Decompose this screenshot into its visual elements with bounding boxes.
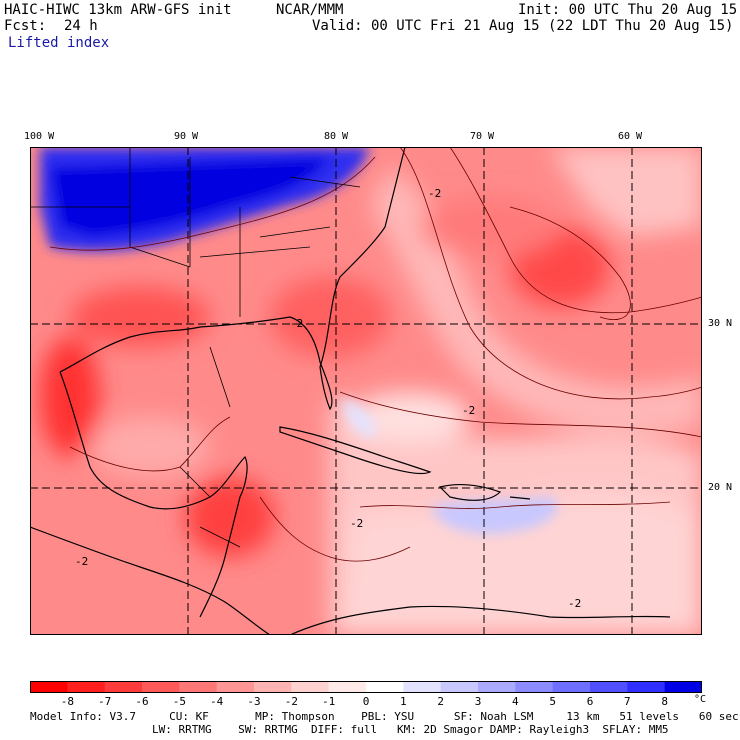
lon-label-100w: 100 W: [24, 131, 55, 142]
contour-label: -2: [75, 555, 88, 568]
colorbar-swatch: [440, 681, 479, 693]
colorbar-value: -6: [135, 695, 149, 708]
lon-label-70w: 70 W: [470, 131, 495, 142]
model-title: HAIC-HIWC 13km ARW-GFS init: [4, 2, 232, 18]
contour-lines: [49, 147, 702, 562]
colorbar-swatch: [328, 681, 367, 693]
colorbar-value: 8: [661, 695, 668, 708]
colorbar-swatch: [403, 681, 442, 693]
lat-label-20n: 20 N: [708, 482, 733, 493]
colorbar-swatch: [366, 681, 404, 693]
lifted-index-map: -2 -2 -2 -2 -2 -2: [30, 147, 702, 635]
colorbar-value: 4: [512, 695, 519, 708]
colorbar-value: 0: [362, 695, 370, 708]
lon-label-60w: 60 W: [618, 131, 643, 142]
colorbar-swatch: [216, 681, 255, 693]
colorbar-value: -7: [98, 695, 112, 708]
init-time: Init: 00 UTC Thu 20 Aug 15: [518, 2, 738, 18]
colorbar-value: 1: [400, 695, 407, 708]
colorbar-unit: °C: [694, 694, 707, 705]
contour-label: -2: [290, 317, 303, 330]
model-info-line1: Model Info: V3.7 CU: KF MP: Thompson PBL…: [30, 710, 739, 723]
field-name: Lifted index: [8, 35, 110, 51]
colorbar-swatch: [552, 681, 591, 693]
lat-label-30n: 30 N: [708, 318, 733, 329]
colorbar-value: 3: [474, 695, 482, 708]
colorbar-value: 2: [437, 695, 444, 708]
lon-label-90w: 90 W: [174, 131, 199, 142]
colorbar-swatch: [590, 681, 628, 693]
colorbar-swatch: [291, 681, 330, 693]
colorbar-swatch: [478, 681, 516, 693]
forecast-label: Fcst:: [4, 18, 47, 34]
colorbar-swatch: [142, 681, 180, 693]
contour-label: -2: [428, 187, 441, 200]
colorbar-value: 7: [624, 695, 631, 708]
model-info-line2: LW: RRTMG SW: RRTMG DIFF: full KM: 2D Sm…: [152, 723, 669, 736]
colorbar-value: 6: [586, 695, 594, 708]
colorbar: [30, 681, 702, 693]
colorbar-swatch: [664, 681, 702, 693]
contour-label: -2: [350, 517, 363, 530]
colorbar-swatch: [104, 681, 143, 693]
contour-label: -2: [462, 404, 475, 417]
colorbar-value: -5: [172, 695, 186, 708]
lon-label-80w: 80 W: [324, 131, 349, 142]
colorbar-frame: [30, 681, 702, 693]
colorbar-value: -1: [322, 695, 336, 708]
contour-label: -2: [568, 597, 581, 610]
colorbar-value: -2: [284, 695, 298, 708]
colorbar-swatch: [254, 681, 292, 693]
colorbar-values: -8 -7 -6 -5 -4 -3 -2 -1 0 1 2 3 4 5 6 7 8: [0, 695, 740, 709]
forecast-hour: 24 h: [64, 18, 98, 34]
colorbar-value: -4: [210, 695, 224, 708]
valid-time: Valid: 00 UTC Fri 21 Aug 15 (22 LDT Thu …: [312, 18, 734, 34]
colorbar-value: -8: [60, 695, 74, 708]
state-borders: [30, 147, 361, 548]
colorbar-swatch: [515, 681, 554, 693]
colorbar-swatch: [30, 681, 68, 693]
contour-annotations: -2 -2 -2 -2 -2 -2: [75, 187, 581, 610]
colorbar-swatch: [67, 681, 106, 693]
colorbar-value: -3: [247, 695, 261, 708]
colorbar-swatch: [627, 681, 666, 693]
center-label: NCAR/MMM: [276, 2, 344, 18]
colorbar-swatch: [179, 681, 218, 693]
lat-lon-grid: [30, 147, 702, 635]
colorbar-value: 5: [549, 695, 556, 708]
coastlines: [30, 147, 671, 635]
map-frame: [30, 147, 702, 635]
